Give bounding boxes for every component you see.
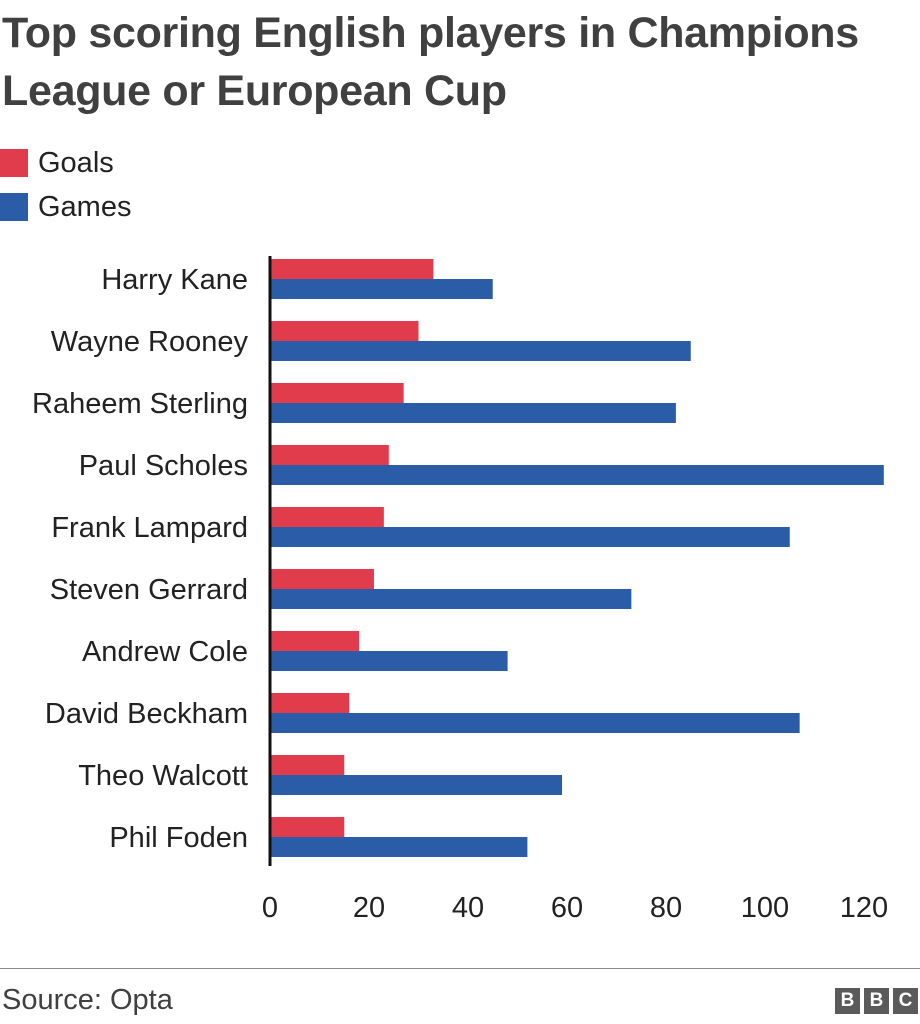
bar-goals <box>270 507 384 527</box>
x-tick-label: 80 <box>650 892 682 924</box>
chart-title: Top scoring English players in Champions… <box>2 9 859 115</box>
x-tick-label: 120 <box>840 892 888 924</box>
bar-games <box>270 341 691 361</box>
category-label: Paul Scholes <box>79 450 248 482</box>
bar-games <box>270 651 508 671</box>
legend-swatch-games <box>0 193 28 221</box>
bar-games <box>270 775 563 795</box>
bar-goals <box>270 445 389 465</box>
bbc-logo-block: B <box>835 988 860 1014</box>
bbc-logo-block: B <box>864 988 889 1014</box>
bar-goals <box>270 259 434 279</box>
bar-goals <box>270 321 419 341</box>
bar-games <box>270 279 493 299</box>
bbc-logo-block: C <box>893 988 918 1014</box>
x-tick-label: 100 <box>741 892 789 924</box>
bar-goals <box>270 817 345 837</box>
bar-games <box>270 403 676 423</box>
category-label: Harry Kane <box>101 264 248 296</box>
legend-swatch-goals <box>0 149 28 177</box>
bar-games <box>270 713 800 733</box>
category-label: Wayne Rooney <box>51 326 249 358</box>
bar-goals <box>270 693 350 713</box>
category-label: Frank Lampard <box>51 512 248 544</box>
category-label: Theo Walcott <box>78 760 248 792</box>
bar-games <box>270 837 528 857</box>
bar-games <box>270 527 790 547</box>
category-label: David Beckham <box>45 698 248 730</box>
bar-goals <box>270 383 404 403</box>
category-label: Phil Foden <box>109 822 248 854</box>
legend-label-games: Games <box>38 191 132 223</box>
bbc-logo: B B C <box>835 988 918 1014</box>
bar-goals <box>270 755 345 775</box>
legend-label-goals: Goals <box>38 147 114 179</box>
x-tick-label: 60 <box>551 892 583 924</box>
category-label: Steven Gerrard <box>50 574 248 606</box>
bar-games <box>270 589 632 609</box>
category-label: Andrew Cole <box>82 636 248 668</box>
x-tick-label: 0 <box>262 892 278 924</box>
x-tick-label: 20 <box>353 892 385 924</box>
category-label: Raheem Sterling <box>32 388 248 420</box>
bar-goals <box>270 569 374 589</box>
bar-chart: Harry Kane Wayne Rooney Raheem Sterling Pau… <box>32 256 888 924</box>
bar-games <box>270 465 884 485</box>
footer-divider <box>0 968 920 969</box>
x-tick-label: 40 <box>452 892 484 924</box>
bar-goals <box>270 631 360 651</box>
source-note: Source: Opta <box>2 984 173 1016</box>
